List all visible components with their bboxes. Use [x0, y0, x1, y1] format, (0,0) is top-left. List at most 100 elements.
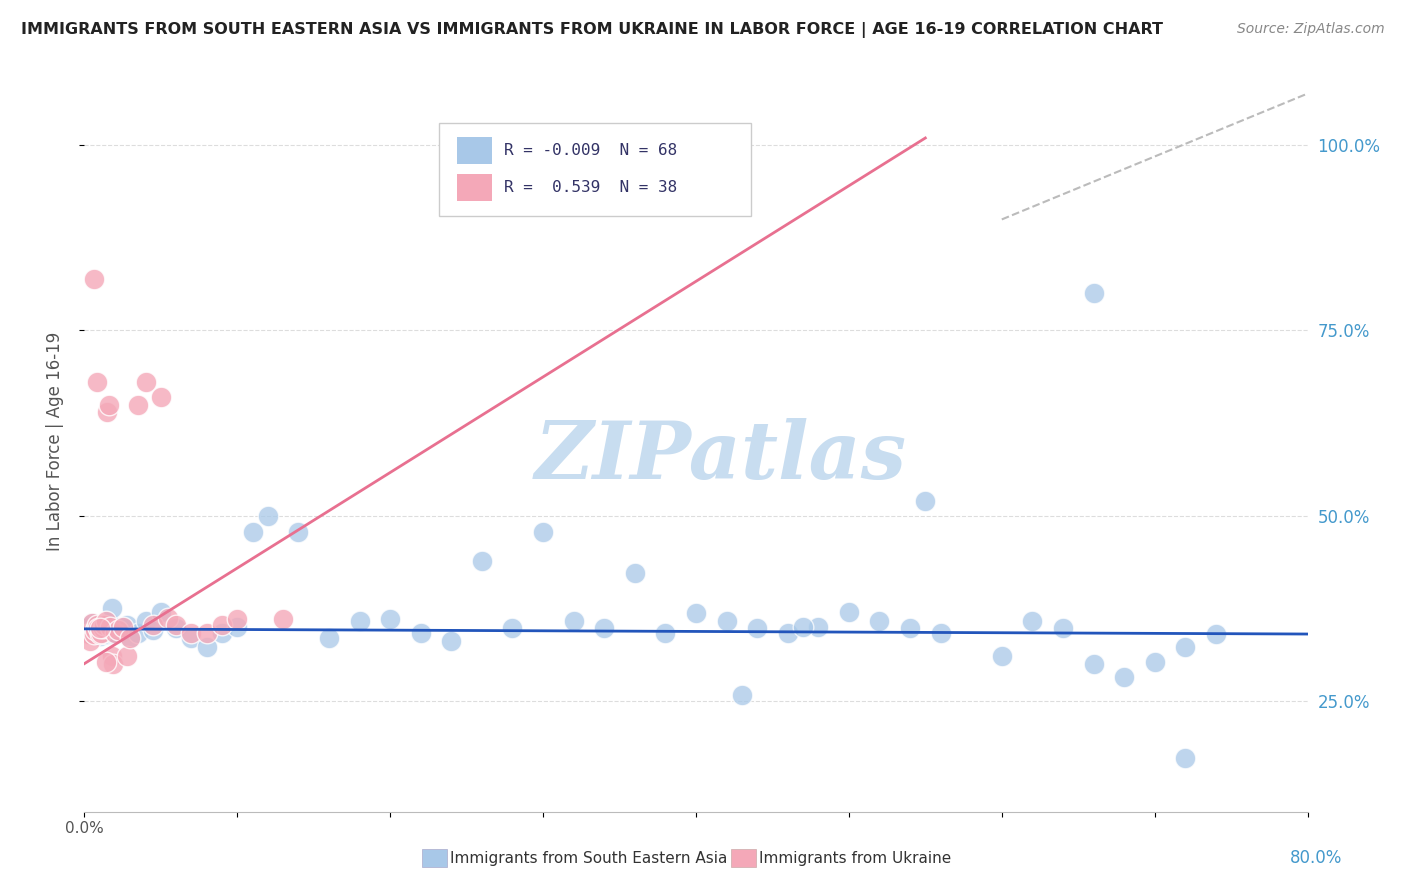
Point: [318, 631, 340, 645]
Point: [90, 625, 112, 640]
Point: [165, 618, 187, 632]
Point: [97, 615, 120, 630]
Point: [242, 524, 264, 539]
Point: [807, 620, 830, 634]
Point: [77, 620, 100, 634]
Point: [142, 618, 165, 632]
Point: [84, 624, 107, 638]
Point: [96, 627, 118, 641]
Point: [101, 649, 124, 664]
Point: [103, 657, 125, 671]
Point: [83, 271, 105, 285]
Point: [107, 624, 129, 638]
Text: IMMIGRANTS FROM SOUTH EASTERN ASIA VS IMMIGRANTS FROM UKRAINE IN LABOR FORCE | A: IMMIGRANTS FROM SOUTH EASTERN ASIA VS IM…: [21, 22, 1163, 38]
Point: [77, 627, 100, 641]
Point: [1143, 655, 1166, 669]
Point: [87, 621, 110, 635]
Point: [149, 605, 172, 619]
Point: [226, 620, 249, 634]
Text: R = -0.009  N = 68: R = -0.009 N = 68: [503, 143, 678, 158]
Point: [135, 614, 157, 628]
Point: [96, 405, 118, 419]
Text: Immigrants from South Eastern Asia: Immigrants from South Eastern Asia: [450, 851, 727, 865]
Point: [471, 554, 494, 568]
Point: [165, 621, 187, 635]
Point: [838, 605, 860, 619]
Point: [380, 612, 402, 626]
Point: [142, 624, 165, 638]
Point: [120, 631, 142, 645]
Y-axis label: In Labor Force | Age 16-19: In Labor Force | Age 16-19: [45, 332, 63, 551]
FancyBboxPatch shape: [457, 137, 492, 164]
Point: [929, 625, 952, 640]
Point: [79, 627, 101, 641]
Point: [94, 655, 117, 669]
Point: [409, 625, 432, 640]
Point: [98, 624, 121, 638]
Point: [226, 612, 249, 626]
Point: [716, 614, 738, 628]
Point: [76, 624, 98, 638]
Point: [1083, 657, 1105, 671]
Point: [115, 649, 138, 664]
Point: [211, 625, 233, 640]
Point: [89, 628, 111, 642]
Point: [1174, 751, 1197, 765]
Point: [1174, 640, 1197, 655]
Point: [83, 627, 105, 641]
Point: [79, 634, 101, 648]
Point: [89, 621, 111, 635]
Point: [120, 631, 142, 645]
Point: [271, 612, 294, 626]
Point: [80, 615, 103, 630]
Point: [440, 634, 463, 648]
Point: [776, 625, 799, 640]
Point: [89, 627, 111, 641]
Point: [91, 621, 114, 635]
Point: [1205, 627, 1227, 641]
Point: [593, 621, 616, 635]
Point: [83, 627, 105, 641]
Point: [94, 614, 117, 628]
Point: [84, 621, 107, 635]
Point: [86, 618, 108, 632]
Point: [104, 625, 127, 640]
Point: [792, 620, 814, 634]
Point: [91, 621, 114, 635]
FancyBboxPatch shape: [439, 123, 751, 216]
Point: [654, 625, 676, 640]
Point: [90, 625, 112, 640]
Point: [149, 390, 172, 404]
Point: [127, 625, 149, 640]
Point: [97, 398, 120, 412]
Point: [86, 618, 108, 632]
Point: [87, 624, 110, 638]
Point: [531, 524, 554, 539]
Point: [1083, 286, 1105, 301]
Point: [180, 625, 202, 640]
Point: [898, 621, 921, 635]
Point: [211, 618, 233, 632]
Text: R =  0.539  N = 38: R = 0.539 N = 38: [503, 180, 678, 195]
Point: [135, 376, 157, 390]
Point: [115, 618, 138, 632]
Text: Immigrants from Ukraine: Immigrants from Ukraine: [759, 851, 952, 865]
Point: [624, 566, 647, 581]
Point: [502, 621, 524, 635]
Point: [103, 627, 125, 641]
Point: [195, 640, 218, 655]
Point: [914, 493, 936, 508]
Point: [111, 620, 134, 634]
Point: [747, 621, 769, 635]
Point: [287, 524, 309, 539]
Point: [104, 627, 127, 641]
Text: ZIPatlas: ZIPatlas: [534, 417, 907, 495]
Point: [685, 607, 707, 621]
Point: [111, 621, 134, 635]
Point: [1114, 670, 1136, 684]
Point: [101, 601, 124, 615]
Point: [80, 615, 103, 630]
Point: [98, 620, 121, 634]
Point: [562, 614, 585, 628]
Point: [86, 376, 108, 390]
